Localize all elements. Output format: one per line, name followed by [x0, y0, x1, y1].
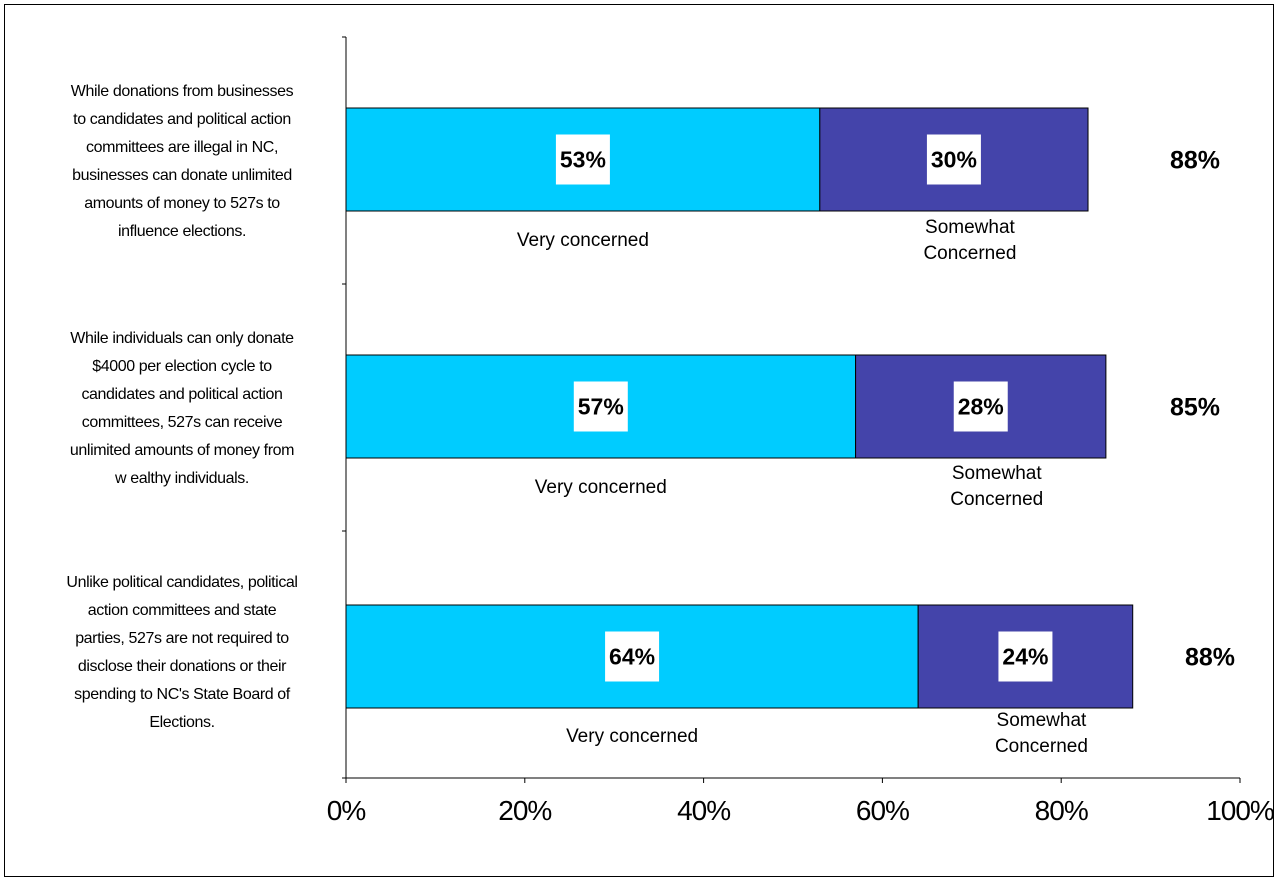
- data-label-box: [998, 631, 1053, 682]
- data-label: 28%: [958, 394, 1004, 420]
- x-tick-label: 40%: [677, 795, 730, 826]
- segment-caption: Somewhat Concerned: [950, 463, 1043, 510]
- segment-caption: Somewhat Concerned: [995, 710, 1088, 757]
- x-tick-label: 0%: [327, 795, 366, 826]
- x-tick-label: 100%: [1206, 795, 1274, 826]
- segment-caption: Very concerned: [517, 230, 649, 251]
- segment-caption: Very concerned: [535, 477, 667, 498]
- segment-caption-line: Concerned: [950, 489, 1043, 510]
- x-tick-label: 80%: [1035, 795, 1088, 826]
- data-label: 30%: [931, 147, 977, 173]
- stacked-bar-chart: 0% 20% 40% 60% 80% 100% 53% Very concerned 30% So…: [327, 36, 1275, 826]
- segment-caption-line: Concerned: [995, 736, 1088, 757]
- chart-frame: While donations from businesses to candi…: [4, 4, 1275, 877]
- data-label-box: [953, 381, 1008, 432]
- total-label: 85%: [1170, 394, 1220, 422]
- category-label: Unlike political candidates, political a…: [66, 574, 298, 731]
- total-label: 88%: [1170, 147, 1220, 175]
- segment-caption-line: Very concerned: [517, 230, 649, 251]
- segment-caption-line: Somewhat: [997, 710, 1087, 731]
- segment-caption: Somewhat Concerned: [923, 217, 1016, 264]
- segment-caption-line: Somewhat: [952, 463, 1042, 484]
- segment-caption-line: Somewhat: [925, 217, 1015, 238]
- data-label-box: [605, 631, 660, 682]
- total-label: 88%: [1185, 644, 1235, 672]
- segment-caption-line: Concerned: [923, 243, 1016, 264]
- data-label: 64%: [609, 644, 655, 670]
- category-label: While donations from businesses to candi…: [70, 83, 294, 240]
- category-label: While individuals can only donate $4000 …: [69, 330, 295, 487]
- data-label-box: [555, 134, 610, 185]
- segment-caption-line: Very concerned: [566, 726, 698, 747]
- data-label: 53%: [560, 147, 606, 173]
- data-label-box: [926, 134, 981, 185]
- data-label: 24%: [1002, 644, 1048, 670]
- segment-caption: Very concerned: [566, 726, 698, 747]
- x-tick-label: 20%: [498, 795, 551, 826]
- data-label: 57%: [578, 394, 624, 420]
- segment-caption-line: Very concerned: [535, 477, 667, 498]
- data-label-box: [573, 381, 628, 432]
- x-tick-label: 60%: [856, 795, 909, 826]
